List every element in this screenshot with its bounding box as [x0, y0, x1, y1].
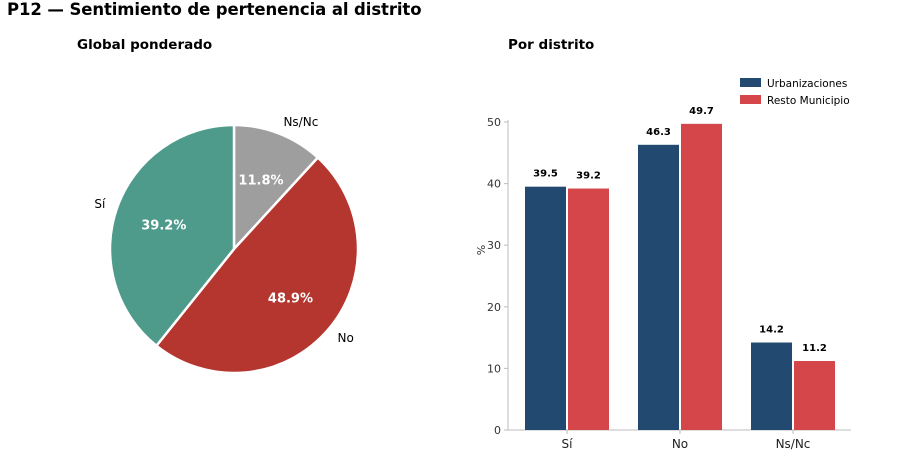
bar-value-label: 49.7	[689, 106, 714, 117]
bar-value-label: 39.5	[533, 169, 558, 180]
x-tick-label: Sí	[562, 437, 574, 451]
legend-label-resto-municipio: Resto Municipio	[767, 95, 850, 107]
pie-category-label-no: No	[338, 331, 354, 345]
legend-swatch-resto-municipio	[740, 95, 761, 104]
legend-swatch-urbanizaciones	[740, 78, 761, 87]
y-tick-label: 10	[487, 362, 501, 375]
bar-value-label: 46.3	[646, 127, 671, 138]
bar-value-label: 14.2	[759, 325, 784, 336]
pie-slice-no	[155, 156, 360, 375]
bar-value-label: 11.2	[802, 343, 827, 354]
pie-pct-label-no: 48.9%	[268, 291, 313, 306]
pie-category-label-s: Sí	[94, 197, 106, 211]
bar-value-label: 39.2	[576, 171, 601, 182]
pie-slice-ns-nc	[232, 123, 320, 251]
bar-chart-title: Por distrito	[508, 37, 595, 53]
legend-label-urbanizaciones: Urbanizaciones	[767, 78, 847, 90]
page-title: P12 — Sentimiento de pertenencia al dist…	[7, 0, 422, 19]
pie-slice-s	[108, 123, 236, 347]
y-tick-label: 40	[487, 178, 501, 191]
y-tick-label: 30	[487, 239, 501, 252]
bar-urbanizaciones	[638, 144, 679, 431]
bar-resto-municipio	[681, 123, 722, 431]
y-tick-label: 20	[487, 301, 501, 314]
x-tick-label: Ns/Nc	[776, 437, 811, 451]
bar-resto-municipio	[568, 188, 609, 430]
pie-chart-title: Global ponderado	[77, 37, 213, 53]
bar-resto-municipio	[794, 361, 835, 430]
bar-urbanizaciones	[525, 186, 566, 430]
y-axis-label: %	[475, 245, 488, 255]
y-tick-label: 50	[487, 116, 501, 129]
pie-pct-label-s: 39.2%	[141, 218, 186, 233]
pie-pct-label-ns-nc: 11.8%	[238, 174, 283, 189]
x-tick-label: No	[672, 437, 688, 451]
pie-category-label-ns-nc: Ns/Nc	[283, 115, 318, 129]
bar-urbanizaciones	[751, 342, 792, 430]
y-tick-label: 0	[494, 424, 501, 437]
